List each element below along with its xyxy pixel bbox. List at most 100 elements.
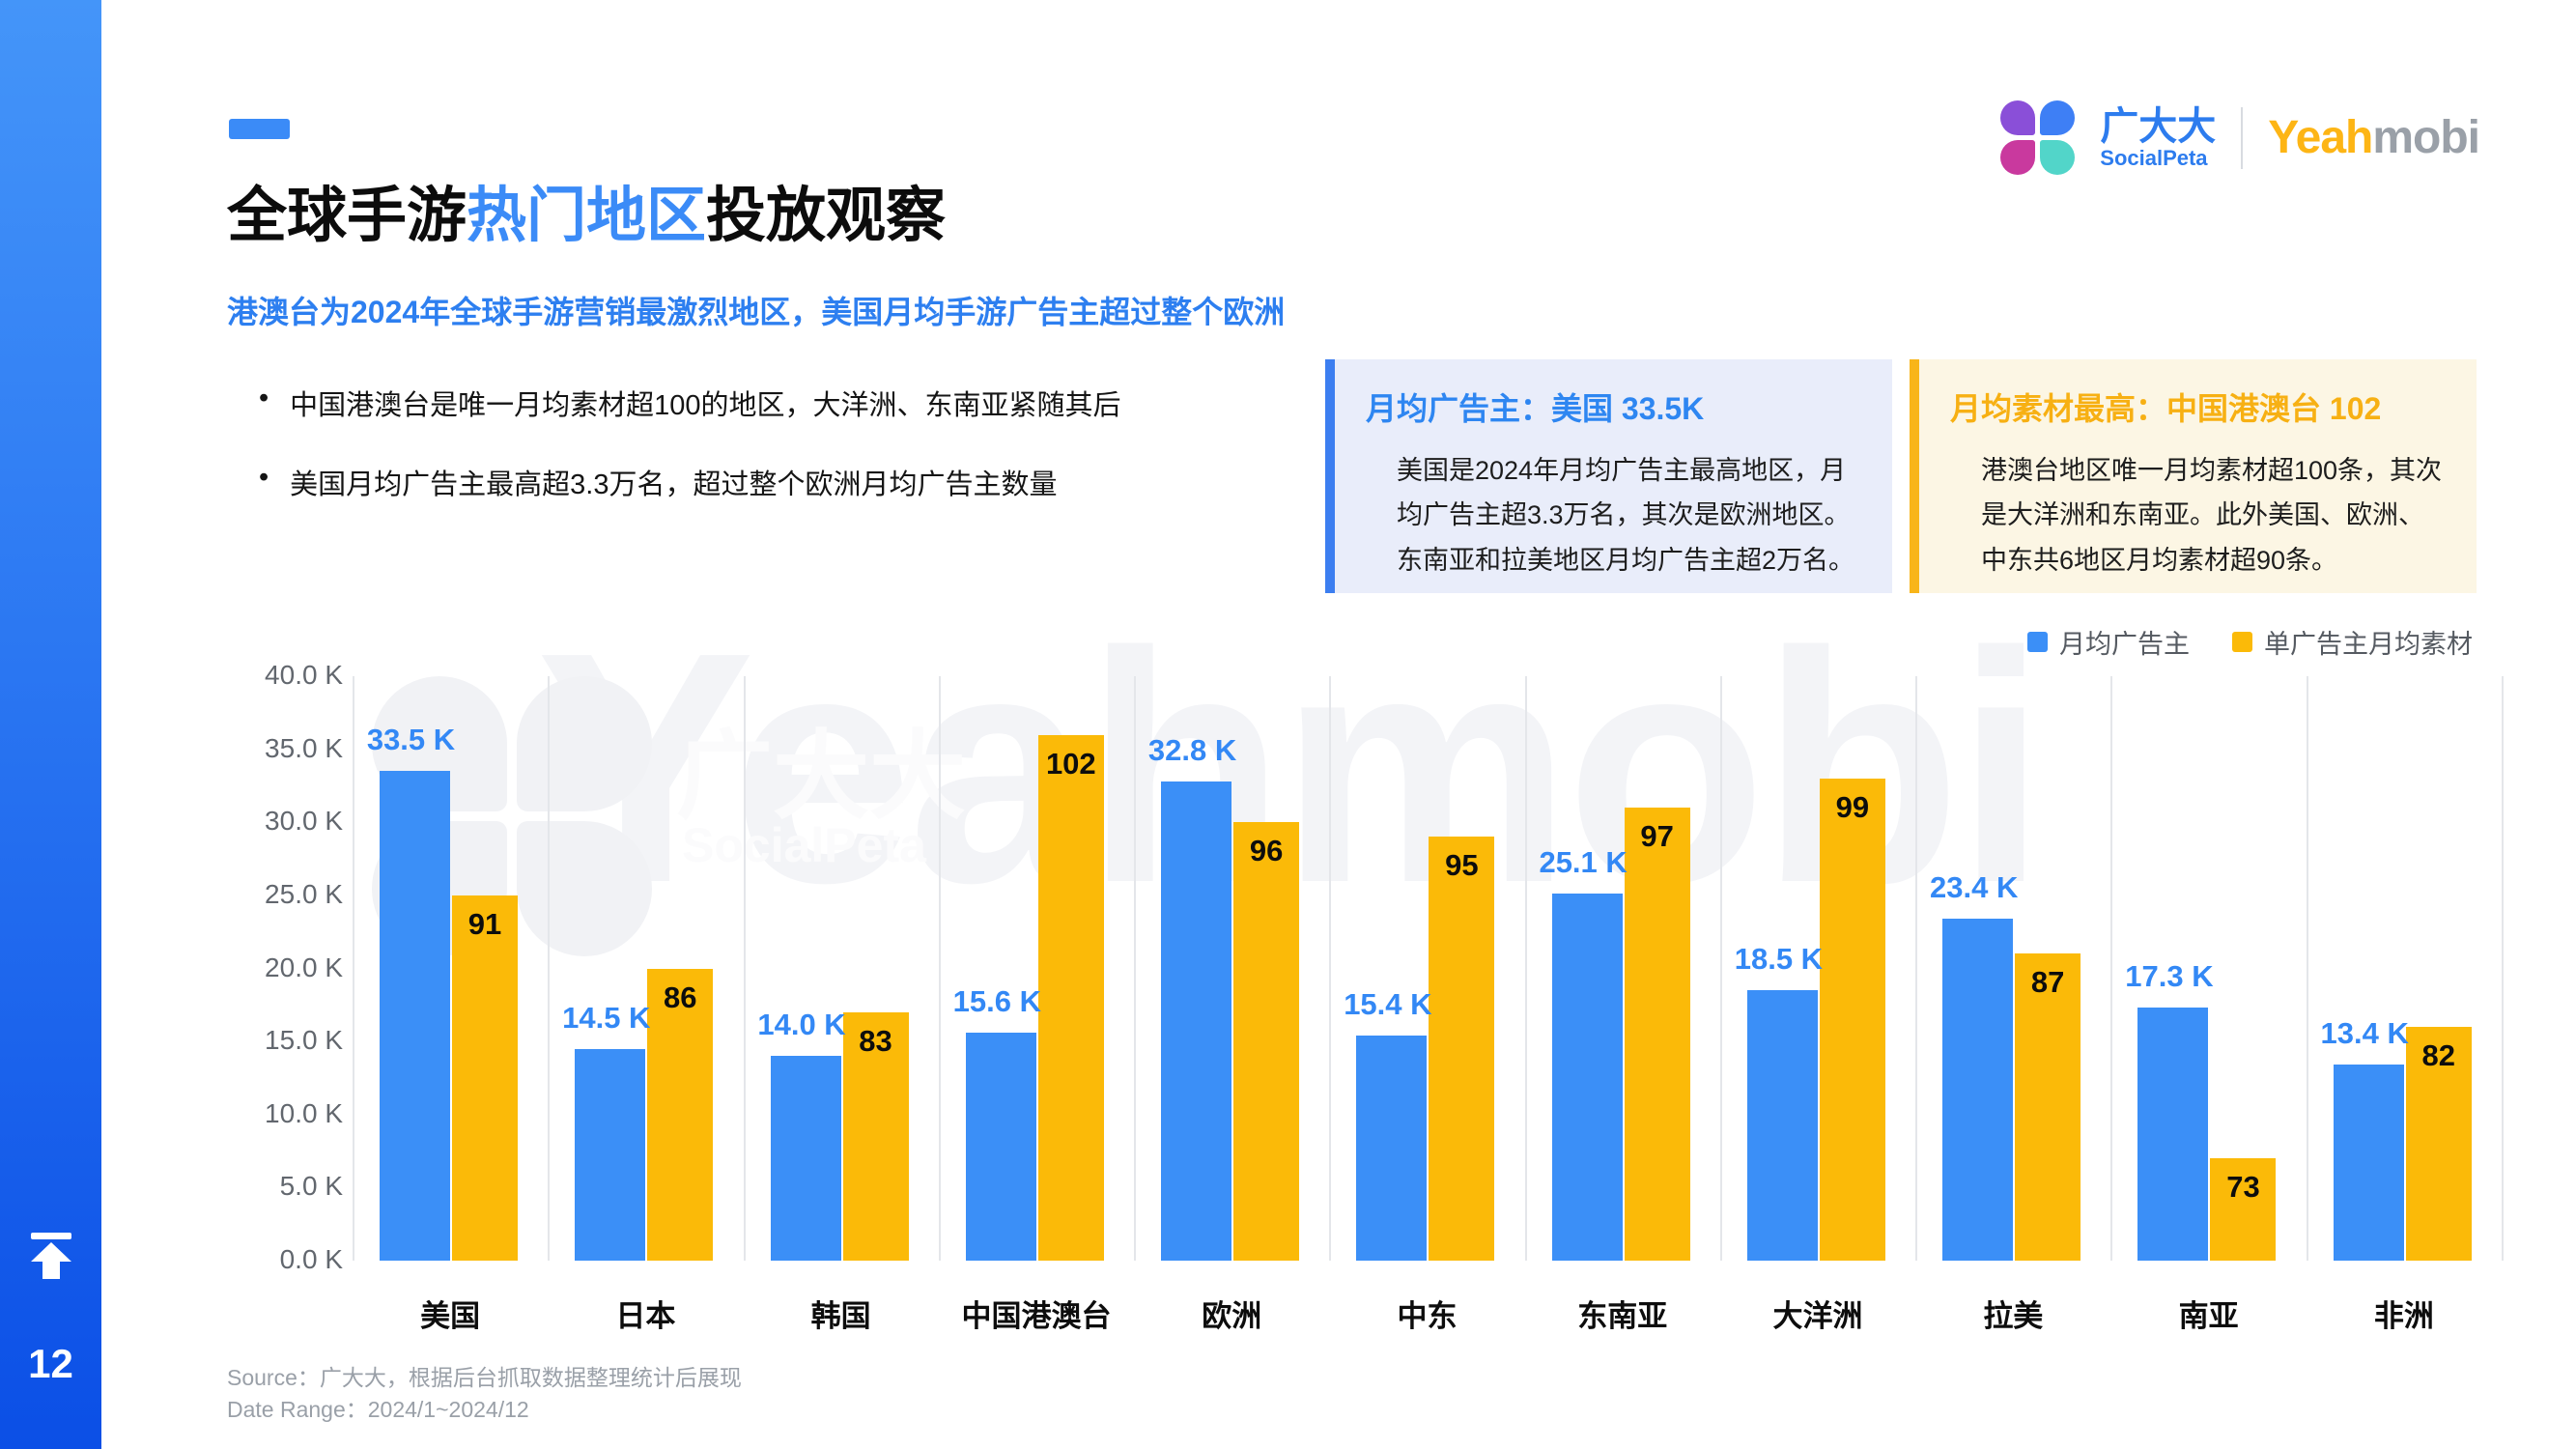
bar-value-creatives-非洲: 82 bbox=[2421, 1038, 2455, 1072]
bar-value-advertisers-美国: 33.5 K bbox=[366, 723, 456, 757]
chart-legend: 月均广告主 单广告主月均素材 bbox=[2027, 623, 2473, 661]
bullet-dot: • bbox=[259, 383, 269, 413]
gridline bbox=[1524, 676, 1527, 1261]
bar-value-advertisers-韩国: 14.0 K bbox=[757, 1008, 846, 1042]
bar-advertisers-欧洲 bbox=[1161, 781, 1232, 1261]
gridline bbox=[1915, 676, 1918, 1261]
info-box-creatives-title: 月均素材最高：中国港澳台 102 bbox=[1950, 391, 2382, 426]
info-box-creatives-body: 港澳台地区唯一月均素材超100条，其次是大洋洲和东南亚。此外美国、欧洲、中东共6… bbox=[1981, 456, 2443, 575]
socialpeta-logo-text: 广大大 SocialPeta bbox=[2100, 106, 2216, 169]
gridline bbox=[548, 676, 551, 1261]
socialpeta-logo-icon bbox=[2000, 100, 2076, 175]
socialpeta-name: 广大大 bbox=[2100, 104, 2217, 148]
bar-advertisers-拉美 bbox=[1942, 919, 2014, 1261]
page-number: 12 bbox=[28, 1341, 73, 1386]
bullet-item: • 中国港澳台是唯一月均素材超100的地区，大洋洲、东南亚紧随其后 bbox=[259, 383, 1121, 423]
y-axis-tick-label: 30.0 K bbox=[265, 806, 343, 837]
bar-advertisers-非洲 bbox=[2333, 1065, 2404, 1261]
x-axis-category-label: 东南亚 bbox=[1577, 1299, 1668, 1333]
footer: Source：广大大，根据后台抓取数据整理统计后展现 Date Range：20… bbox=[227, 1362, 742, 1427]
bar-creatives-欧洲 bbox=[1233, 822, 1300, 1261]
bar-value-creatives-韩国: 83 bbox=[859, 1023, 892, 1058]
bullet-dot: • bbox=[259, 462, 269, 493]
x-axis-category-label: 拉美 bbox=[1983, 1299, 2044, 1333]
bar-advertisers-南亚 bbox=[2137, 1008, 2209, 1261]
bar-value-creatives-东南亚: 97 bbox=[1640, 819, 1674, 854]
y-axis-tick-label: 15.0 K bbox=[265, 1025, 343, 1056]
x-axis-category-label: 美国 bbox=[420, 1299, 481, 1333]
bar-value-creatives-南亚: 73 bbox=[2226, 1170, 2260, 1205]
legend-label: 单广告主月均素材 bbox=[2264, 630, 2473, 659]
bar-value-creatives-大洋洲: 99 bbox=[1835, 789, 1870, 824]
bar-advertisers-日本 bbox=[575, 1048, 646, 1261]
info-box-advertisers-body: 美国是2024年月均广告主最高地区，月均广告主超3.3万名，其次是欧洲地区。东南… bbox=[1397, 456, 1855, 575]
bullet-list: • 中国港澳台是唯一月均素材超100的地区，大洋洲、东南亚紧随其后 • 美国月均广告… bbox=[259, 383, 1121, 541]
legend-label: 月均广告主 bbox=[2059, 630, 2190, 659]
socialpeta-subname: SocialPeta bbox=[2100, 145, 2208, 170]
y-axis-tick-label: 40.0 K bbox=[265, 660, 343, 690]
y-axis-tick-label: 10.0 K bbox=[265, 1097, 343, 1128]
bullet-text: 中国港澳台是唯一月均素材超100的地区，大洋洲、东南亚紧随其后 bbox=[290, 390, 1121, 421]
back-to-top-icon bbox=[30, 1233, 71, 1279]
bar-advertisers-中国港澳台 bbox=[965, 1033, 1036, 1261]
bar-creatives-美国 bbox=[452, 895, 518, 1261]
bar-advertisers-美国 bbox=[380, 771, 450, 1261]
header-logos: 广大大 SocialPeta Yeahmobi bbox=[2000, 100, 2480, 175]
legend-item: 月均广告主 bbox=[2027, 623, 2190, 661]
bullet-item: • 美国月均广告主最高超3.3万名，超过整个欧洲月均广告主数量 bbox=[259, 462, 1121, 502]
bar-creatives-日本 bbox=[647, 968, 714, 1261]
title-prefix: 全球手游 bbox=[227, 183, 467, 249]
bar-value-creatives-日本: 86 bbox=[664, 980, 697, 1014]
bullet-text: 美国月均广告主最高超3.3万名，超过整个欧洲月均广告主数量 bbox=[290, 469, 1058, 500]
gridline bbox=[938, 676, 941, 1261]
x-axis-category-label: 中国港澳台 bbox=[961, 1299, 1112, 1333]
gridline bbox=[353, 676, 354, 1261]
subtitle: 港澳台为2024年全球手游营销最激烈地区，美国月均手游广告主超过整个欧洲 bbox=[227, 295, 1286, 329]
y-axis-tick-label: 35.0 K bbox=[265, 732, 343, 763]
bar-value-creatives-中东: 95 bbox=[1445, 848, 1479, 883]
yeahmobi-logo: Yeahmobi bbox=[2268, 111, 2480, 164]
back-to-top-button[interactable] bbox=[23, 1229, 79, 1285]
y-axis-tick-label: 5.0 K bbox=[279, 1171, 343, 1202]
bar-advertisers-韩国 bbox=[770, 1056, 841, 1261]
bar-value-advertisers-日本: 14.5 K bbox=[562, 1000, 651, 1035]
bar-creatives-韩国 bbox=[842, 1011, 909, 1261]
x-axis-category-label: 非洲 bbox=[2373, 1299, 2434, 1333]
x-axis-category-label: 中东 bbox=[1397, 1299, 1458, 1333]
y-axis-tick-label: 0.0 K bbox=[279, 1244, 343, 1274]
bar-value-advertisers-中东: 15.4 K bbox=[1344, 987, 1432, 1022]
y-axis-tick-label: 25.0 K bbox=[265, 878, 343, 909]
bar-value-creatives-美国: 91 bbox=[467, 906, 502, 941]
bar-value-advertisers-拉美: 23.4 K bbox=[1930, 870, 2019, 905]
bar-value-creatives-欧洲: 96 bbox=[1249, 834, 1284, 868]
bar-creatives-东南亚 bbox=[1624, 808, 1690, 1261]
page-title: 全球手游热门地区投放观察 bbox=[227, 166, 946, 253]
date-range-note: Date Range：2024/1~2024/12 bbox=[227, 1397, 529, 1423]
sidebar: 12 bbox=[0, 0, 101, 1449]
gridline bbox=[2306, 676, 2308, 1261]
x-axis-category-label: 大洋洲 bbox=[1772, 1299, 1863, 1333]
yeahmobi-logo-mobi: mobi bbox=[2372, 112, 2480, 163]
bar-value-advertisers-大洋洲: 18.5 K bbox=[1734, 942, 1824, 977]
bar-advertisers-大洋洲 bbox=[1746, 990, 1818, 1261]
gridline bbox=[1329, 676, 1332, 1261]
info-box-advertisers-title: 月均广告主：美国 33.5K bbox=[1366, 391, 1705, 426]
bar-value-advertisers-东南亚: 25.1 K bbox=[1539, 845, 1628, 880]
info-box-advertisers: 月均广告主：美国 33.5K 美国是2024年月均广告主最高地区，月均广告主超3… bbox=[1325, 359, 1892, 593]
bar-creatives-拉美 bbox=[2015, 953, 2081, 1261]
info-box-creatives: 月均素材最高：中国港澳台 102 港澳台地区唯一月均素材超100条，其次是大洋洲… bbox=[1910, 359, 2477, 593]
gridline bbox=[743, 676, 746, 1261]
logo-divider bbox=[2241, 106, 2244, 169]
title-suffix: 投放观察 bbox=[706, 183, 947, 249]
x-axis-category-label: 欧洲 bbox=[1202, 1299, 1262, 1333]
legend-item: 单广告主月均素材 bbox=[2232, 623, 2473, 661]
gridline bbox=[2502, 676, 2504, 1261]
legend-swatch-icon bbox=[2232, 632, 2252, 652]
bar-value-creatives-拉美: 87 bbox=[2030, 965, 2065, 1000]
bar-value-advertisers-非洲: 13.4 K bbox=[2320, 1016, 2409, 1051]
x-axis-category-label: 韩国 bbox=[810, 1299, 871, 1333]
source-note: Source：广大大，根据后台抓取数据整理统计后展现 bbox=[227, 1365, 742, 1390]
y-axis-tick-label: 20.0 K bbox=[265, 952, 343, 982]
